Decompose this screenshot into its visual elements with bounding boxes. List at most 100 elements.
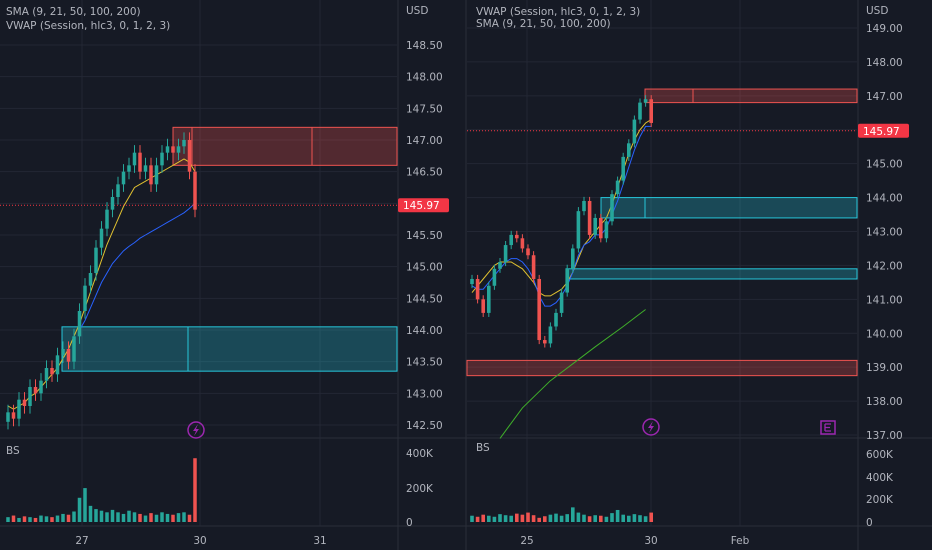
candle-body xyxy=(61,349,65,356)
volume-bar xyxy=(627,515,631,522)
price-tick-label: 137.00 xyxy=(866,430,903,442)
candle-body xyxy=(83,285,87,311)
candle-body xyxy=(127,165,131,172)
candle-body xyxy=(643,99,648,103)
right-currency-label: USD xyxy=(866,5,888,17)
price-tick-label: 145.50 xyxy=(406,230,443,242)
right-price-axis: 149.00148.00147.00146.00145.00144.00143.… xyxy=(858,23,909,529)
price-tick-label: 141.00 xyxy=(866,294,903,306)
candle-body xyxy=(537,278,541,341)
volume-tick-label: 400K xyxy=(406,448,434,460)
candle-body xyxy=(599,217,603,239)
lightning-icon[interactable] xyxy=(187,421,205,439)
right-volume-label[interactable]: BS xyxy=(476,442,490,454)
price-tick-label: 142.50 xyxy=(406,420,443,432)
left-candles xyxy=(6,132,197,430)
volume-bar xyxy=(537,517,541,522)
volume-bar xyxy=(66,514,71,522)
candle-body xyxy=(132,152,137,166)
candle-body xyxy=(110,197,115,210)
volume-bar xyxy=(39,515,43,522)
price-tick-label: 140.00 xyxy=(866,328,903,340)
lightning-icon[interactable] xyxy=(642,418,660,436)
volume-tick-label: 200K xyxy=(406,483,434,495)
price-tick-label: 148.00 xyxy=(866,57,903,69)
supply-zone xyxy=(172,126,398,166)
volume-bar xyxy=(149,513,153,522)
volume-bar xyxy=(531,515,536,522)
volume-bar xyxy=(649,512,653,522)
price-tick-label: 142.00 xyxy=(866,260,903,272)
candle-body xyxy=(587,200,592,235)
volume-bar xyxy=(193,458,197,522)
candle-body xyxy=(105,209,109,229)
volume-bar xyxy=(77,497,82,522)
left-indicator-label-2[interactable]: VWAP (Session, hlc3, 0, 1, 2, 3) xyxy=(6,20,170,32)
candle-body xyxy=(99,228,104,248)
candle-body xyxy=(176,146,181,153)
volume-bar xyxy=(176,513,181,522)
time-axis: 27 30 31 25 30 Feb xyxy=(75,535,749,547)
candle-body xyxy=(17,399,21,419)
right-indicator-label-1[interactable]: VWAP (Session, hlc3, 0, 1, 2, 3) xyxy=(476,6,640,18)
volume-bar xyxy=(171,514,175,522)
volume-bar xyxy=(127,510,131,522)
candle-body xyxy=(627,143,631,157)
candle-body xyxy=(121,171,126,185)
left-indicator-label-1[interactable]: SMA (9, 21, 50, 100, 200) xyxy=(6,6,141,18)
candle-body xyxy=(22,399,27,406)
candle-body xyxy=(509,234,513,246)
price-tick-label: 145.00 xyxy=(866,159,903,171)
candle-body xyxy=(481,299,485,313)
volume-bar xyxy=(632,514,637,522)
candle-body xyxy=(149,165,153,185)
right-candles xyxy=(470,95,653,348)
price-tick-label: 144.00 xyxy=(406,325,443,337)
candle-body xyxy=(565,268,569,293)
volume-bar xyxy=(582,514,586,522)
volume-bar xyxy=(643,516,648,522)
candle-body xyxy=(88,273,93,286)
candle-body xyxy=(621,156,625,181)
volume-bar xyxy=(576,512,581,522)
candle-body xyxy=(571,248,575,269)
volume-bar xyxy=(187,514,192,522)
volume-bar xyxy=(509,515,513,522)
candle-body xyxy=(55,355,60,375)
right-indicator-label-2[interactable]: SMA (9, 21, 50, 100, 200) xyxy=(476,18,611,30)
vwap-line xyxy=(79,202,196,331)
candle-body xyxy=(615,180,620,195)
candle-body xyxy=(193,171,197,210)
candle-body xyxy=(470,278,474,285)
volume-tick-label: 400K xyxy=(866,472,894,484)
candle-body xyxy=(171,146,175,153)
volume-bar xyxy=(165,513,170,522)
price-tick-label: 148.50 xyxy=(406,40,443,52)
last-price-tag xyxy=(398,198,449,213)
candle-body xyxy=(492,268,497,286)
price-tick-label: 148.00 xyxy=(406,72,443,84)
candle-body xyxy=(72,336,76,362)
volume-bar xyxy=(88,505,93,522)
price-tick-label: 144.00 xyxy=(866,193,903,205)
volume-bar xyxy=(604,516,609,522)
volume-bar xyxy=(121,513,126,522)
volume-bar xyxy=(17,517,21,522)
volume-bar xyxy=(610,513,614,522)
volume-bar xyxy=(99,510,104,522)
volume-bar xyxy=(50,517,54,522)
price-tick-label: 147.00 xyxy=(406,135,443,147)
price-tick-label: 143.50 xyxy=(406,357,443,369)
price-tick-label: 143.00 xyxy=(406,388,443,400)
time-tick-label: 30 xyxy=(193,535,206,547)
volume-bar xyxy=(110,509,115,522)
last-price-tag xyxy=(858,123,909,138)
left-indicator-lines xyxy=(0,158,397,410)
candle-body xyxy=(77,311,82,337)
time-tick-label: 31 xyxy=(313,535,326,547)
left-grid xyxy=(0,0,397,526)
time-tick-label: 25 xyxy=(520,535,533,547)
left-volume-label[interactable]: BS xyxy=(6,445,20,457)
earnings-icon[interactable] xyxy=(820,420,836,435)
